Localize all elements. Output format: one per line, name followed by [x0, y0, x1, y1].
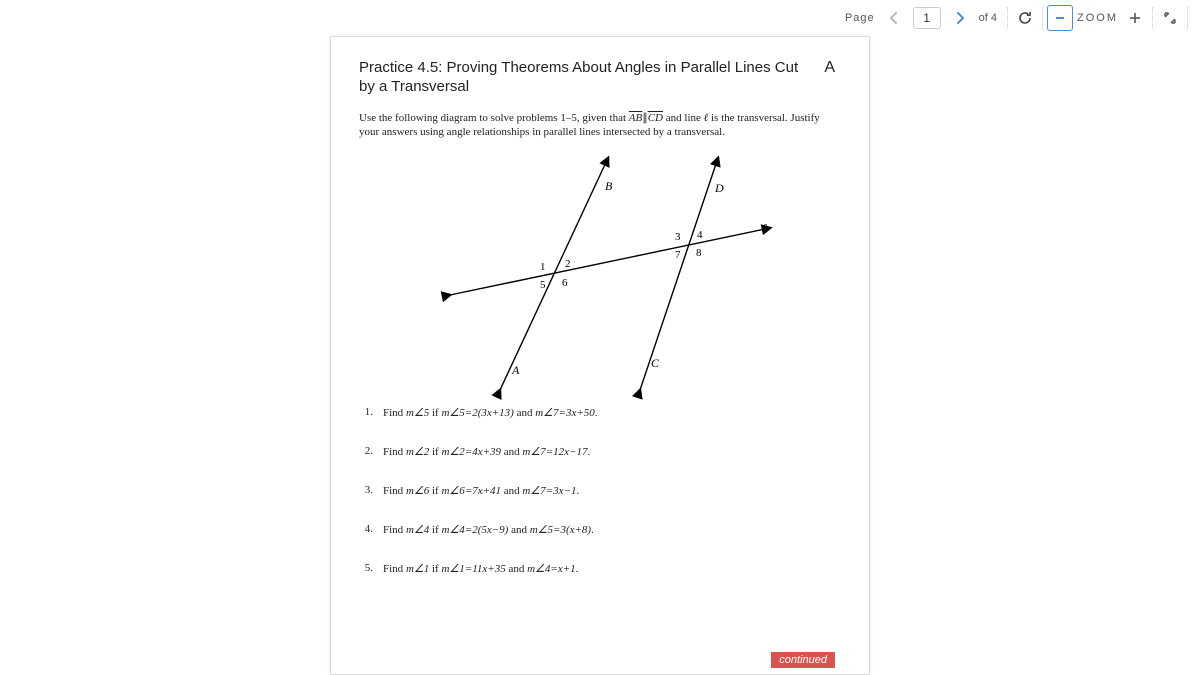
separator — [1042, 7, 1043, 29]
num: 3. — [359, 484, 373, 497]
angle-5: 5 — [540, 279, 546, 291]
reload-icon — [1017, 10, 1033, 26]
angle-1: 1 — [540, 261, 546, 273]
diagram-svg: A B C D ℓ 1 2 5 6 3 4 7 8 — [390, 140, 810, 400]
page: A Practice 4.5: Proving Theorems About A… — [330, 36, 870, 675]
zoom-out-button[interactable] — [1047, 5, 1073, 31]
title-line2: by a Transversal — [359, 78, 469, 95]
separator — [1187, 7, 1188, 29]
line-ab — [500, 158, 608, 390]
angle-3: 3 — [675, 231, 681, 243]
version-badge: A — [824, 59, 835, 77]
num: 1. — [359, 406, 373, 419]
page-number-input[interactable] — [913, 7, 941, 29]
fullscreen-button[interactable] — [1157, 5, 1183, 31]
zoom-label: ZOOM — [1073, 12, 1122, 24]
line-l — [450, 228, 770, 295]
reload-button[interactable] — [1012, 5, 1038, 31]
num: 5. — [359, 562, 373, 575]
label-c: C — [651, 356, 660, 370]
canvas: A Practice 4.5: Proving Theorems About A… — [0, 36, 1200, 675]
seg-cd: CD — [648, 112, 663, 124]
diagram: A B C D ℓ 1 2 5 6 3 4 7 8 — [359, 140, 841, 400]
continued-badge: continued — [771, 652, 835, 668]
label-a: A — [511, 363, 520, 377]
instructions: Use the following diagram to solve probl… — [359, 111, 841, 141]
text: Find m∠5 if m∠5=2(3x+13) and m∠7=3x+50. — [383, 406, 598, 419]
zoom-in-button[interactable] — [1122, 5, 1148, 31]
text: Find m∠1 if m∠1=11x+35 and m∠4=x+1. — [383, 562, 578, 575]
text: Find m∠2 if m∠2=4x+39 and m∠7=12x−17. — [383, 445, 590, 458]
text: Find m∠4 if m∠4=2(5x−9) and m∠5=3(x+8). — [383, 523, 594, 536]
separator — [1152, 7, 1153, 29]
separator — [1007, 7, 1008, 29]
chevron-left-icon — [888, 12, 900, 24]
num: 2. — [359, 445, 373, 458]
expand-icon — [1163, 11, 1177, 25]
problem-5: 5. Find m∠1 if m∠1=11x+35 and m∠4=x+1. — [359, 562, 841, 575]
angle-7: 7 — [675, 249, 681, 261]
page-nav: Page of 4 — [839, 5, 1003, 31]
instr-pre: Use the following diagram to solve probl… — [359, 112, 629, 124]
num: 4. — [359, 523, 373, 536]
label-l: ℓ — [762, 221, 767, 235]
problem-1: 1. Find m∠5 if m∠5=2(3x+13) and m∠7=3x+5… — [359, 406, 841, 419]
label-d: D — [714, 181, 724, 195]
angle-8: 8 — [696, 247, 702, 259]
seg-ab: AB — [629, 112, 642, 124]
problem-list: 1. Find m∠5 if m∠5=2(3x+13) and m∠7=3x+5… — [359, 406, 841, 575]
problem-4: 4. Find m∠4 if m∠4=2(5x−9) and m∠5=3(x+8… — [359, 523, 841, 536]
plus-icon — [1128, 11, 1142, 25]
problem-3: 3. Find m∠6 if m∠6=7x+41 and m∠7=3x−1. — [359, 484, 841, 497]
page-total: of 4 — [979, 12, 997, 24]
page-label: Page — [845, 12, 875, 24]
next-page-button[interactable] — [947, 5, 973, 31]
page-title: Practice 4.5: Proving Theorems About Ang… — [359, 59, 841, 97]
angle-4: 4 — [697, 229, 703, 241]
toolbar: Page of 4 ZOOM — [0, 0, 1200, 36]
angle-6: 6 — [562, 277, 568, 289]
problem-2: 2. Find m∠2 if m∠2=4x+39 and m∠7=12x−17. — [359, 445, 841, 458]
text: Find m∠6 if m∠6=7x+41 and m∠7=3x−1. — [383, 484, 579, 497]
label-b: B — [605, 179, 613, 193]
angle-2: 2 — [565, 258, 571, 270]
minus-icon — [1054, 12, 1066, 24]
prev-page-button[interactable] — [881, 5, 907, 31]
title-line1: Practice 4.5: Proving Theorems About Ang… — [359, 59, 798, 76]
instr-post: and line — [663, 112, 704, 124]
chevron-right-icon — [954, 12, 966, 24]
